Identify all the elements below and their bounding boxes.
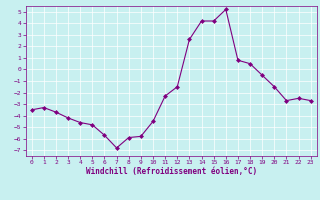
X-axis label: Windchill (Refroidissement éolien,°C): Windchill (Refroidissement éolien,°C) (86, 167, 257, 176)
